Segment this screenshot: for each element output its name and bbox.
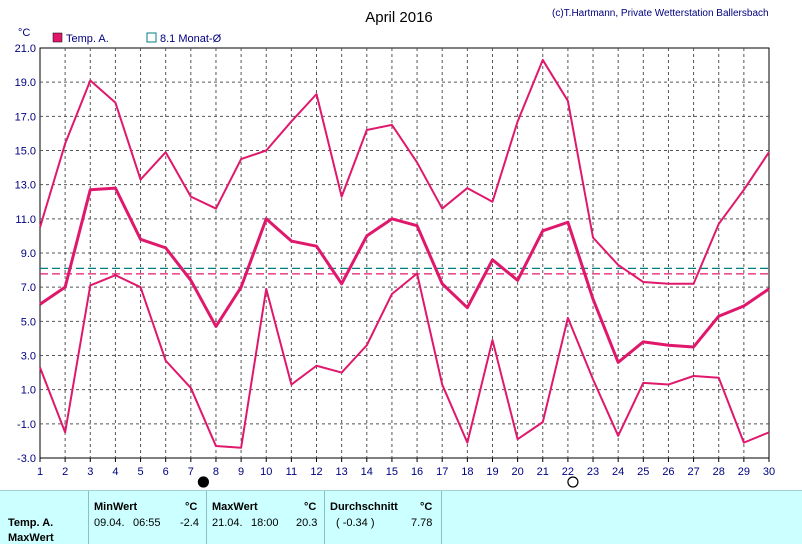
max-date: 21.04. xyxy=(212,517,243,529)
x-tick-label: 17 xyxy=(436,466,448,478)
chart-title: April 2016 xyxy=(365,9,433,26)
x-tick-label: 3 xyxy=(87,466,93,478)
reference-lines xyxy=(40,267,769,275)
series-lines xyxy=(39,58,770,449)
min-unit: °C xyxy=(185,501,198,513)
stats-row-label: Temp. A. xyxy=(8,517,54,529)
x-tick-label: 14 xyxy=(361,466,373,478)
stats-divider xyxy=(324,491,325,544)
y-tick-label: 13.0 xyxy=(15,180,36,192)
y-tick-label: 17.0 xyxy=(15,111,36,123)
y-tick-label: 1.0 xyxy=(21,385,36,397)
x-tick-label: 13 xyxy=(336,466,348,478)
x-tick-label: 19 xyxy=(486,466,498,478)
x-tick-label: 26 xyxy=(662,466,674,478)
x-tick-label: 24 xyxy=(612,466,624,478)
x-tick-label: 29 xyxy=(738,466,750,478)
x-tick-label: 15 xyxy=(386,466,398,478)
max-value: 20.3 xyxy=(296,517,318,529)
y-tick-label: 15.0 xyxy=(15,146,36,158)
min-value: -2.4 xyxy=(180,517,199,529)
x-tick-label: 9 xyxy=(238,466,244,478)
max-time: 18:00 xyxy=(251,517,279,529)
y-tick-label: 11.0 xyxy=(15,214,36,226)
min-date: 09.04. xyxy=(94,517,125,529)
x-tick-label: 23 xyxy=(587,466,599,478)
y-tick-label: -3.0 xyxy=(17,453,36,465)
x-tick-label: 5 xyxy=(137,466,143,478)
x-tick-label: 4 xyxy=(112,466,118,478)
y-tick-label: 19.0 xyxy=(15,77,36,89)
stats-divider xyxy=(441,491,442,544)
x-tick-label: 27 xyxy=(687,466,699,478)
avg-header: Durchschnitt xyxy=(330,501,398,513)
legend-monthly-swatch xyxy=(146,32,157,43)
unit-label: °C xyxy=(18,27,30,39)
legend-series-label: Temp. A. xyxy=(66,33,109,45)
avg-value: 7.78 xyxy=(411,517,433,529)
stats-divider xyxy=(206,491,207,544)
x-tick-label: 20 xyxy=(511,466,523,478)
series-line-max xyxy=(39,58,770,285)
x-axis: 1 2 3 4 5 6 7 8 9 10 11 12 13 14 15 16 17 18 19 20 21 22 23 24 2… xyxy=(37,458,775,478)
x-tick-label: 8 xyxy=(213,466,219,478)
x-tick-label: 22 xyxy=(562,466,574,478)
temperature-chart: April 2016 (c)T.Hartmann, Private Wetter… xyxy=(15,8,775,488)
new-moon-icon xyxy=(197,476,209,488)
x-tick-label: 2 xyxy=(62,466,68,478)
y-tick-label: 9.0 xyxy=(21,248,36,260)
grid xyxy=(40,48,769,458)
x-tick-label: 10 xyxy=(260,466,272,478)
copyright-text: (c)T.Hartmann, Private Wetterstation Bal… xyxy=(552,8,769,19)
full-moon-icon xyxy=(567,476,579,488)
avg-deviation: ( -0.34 ) xyxy=(336,517,375,529)
max-header: MaxWert xyxy=(212,501,258,513)
y-axis: 21.0 19.0 17.0 15.0 13.0 11.0 9.0 7.0 5.0 3.0 1.0 -… xyxy=(15,43,36,465)
y-tick-label: 7.0 xyxy=(21,282,36,294)
legend-monthly-label: 8.1 Monat-Ø xyxy=(160,33,222,45)
series-line-mean xyxy=(39,186,770,364)
x-tick-label: 18 xyxy=(461,466,473,478)
x-tick-label: 16 xyxy=(411,466,423,478)
x-tick-label: 1 xyxy=(37,466,43,478)
max-unit: °C xyxy=(304,501,317,513)
stats-row-label-2: MaxWert xyxy=(8,532,54,544)
stats-panel: Temp. A. MaxWert MinWert °C 09.04. 06:55… xyxy=(0,490,802,544)
x-tick-label: 12 xyxy=(310,466,322,478)
min-header: MinWert xyxy=(94,501,138,513)
y-tick-label: 3.0 xyxy=(21,351,36,363)
min-time: 06:55 xyxy=(133,517,161,529)
x-tick-label: 21 xyxy=(537,466,549,478)
x-tick-label: 7 xyxy=(188,466,194,478)
avg-unit: °C xyxy=(420,501,433,513)
x-tick-label: 6 xyxy=(163,466,169,478)
stats-divider xyxy=(88,491,89,544)
x-tick-label: 30 xyxy=(763,466,775,478)
y-tick-label: 5.0 xyxy=(21,316,36,328)
y-tick-label: -1.0 xyxy=(17,419,36,431)
x-tick-label: 28 xyxy=(713,466,725,478)
moon-phases xyxy=(197,476,579,488)
y-tick-label: 21.0 xyxy=(15,43,36,55)
series-line-min xyxy=(39,272,770,449)
x-tick-label: 11 xyxy=(286,466,297,478)
legend-series-swatch xyxy=(52,32,63,43)
x-tick-label: 25 xyxy=(637,466,649,478)
